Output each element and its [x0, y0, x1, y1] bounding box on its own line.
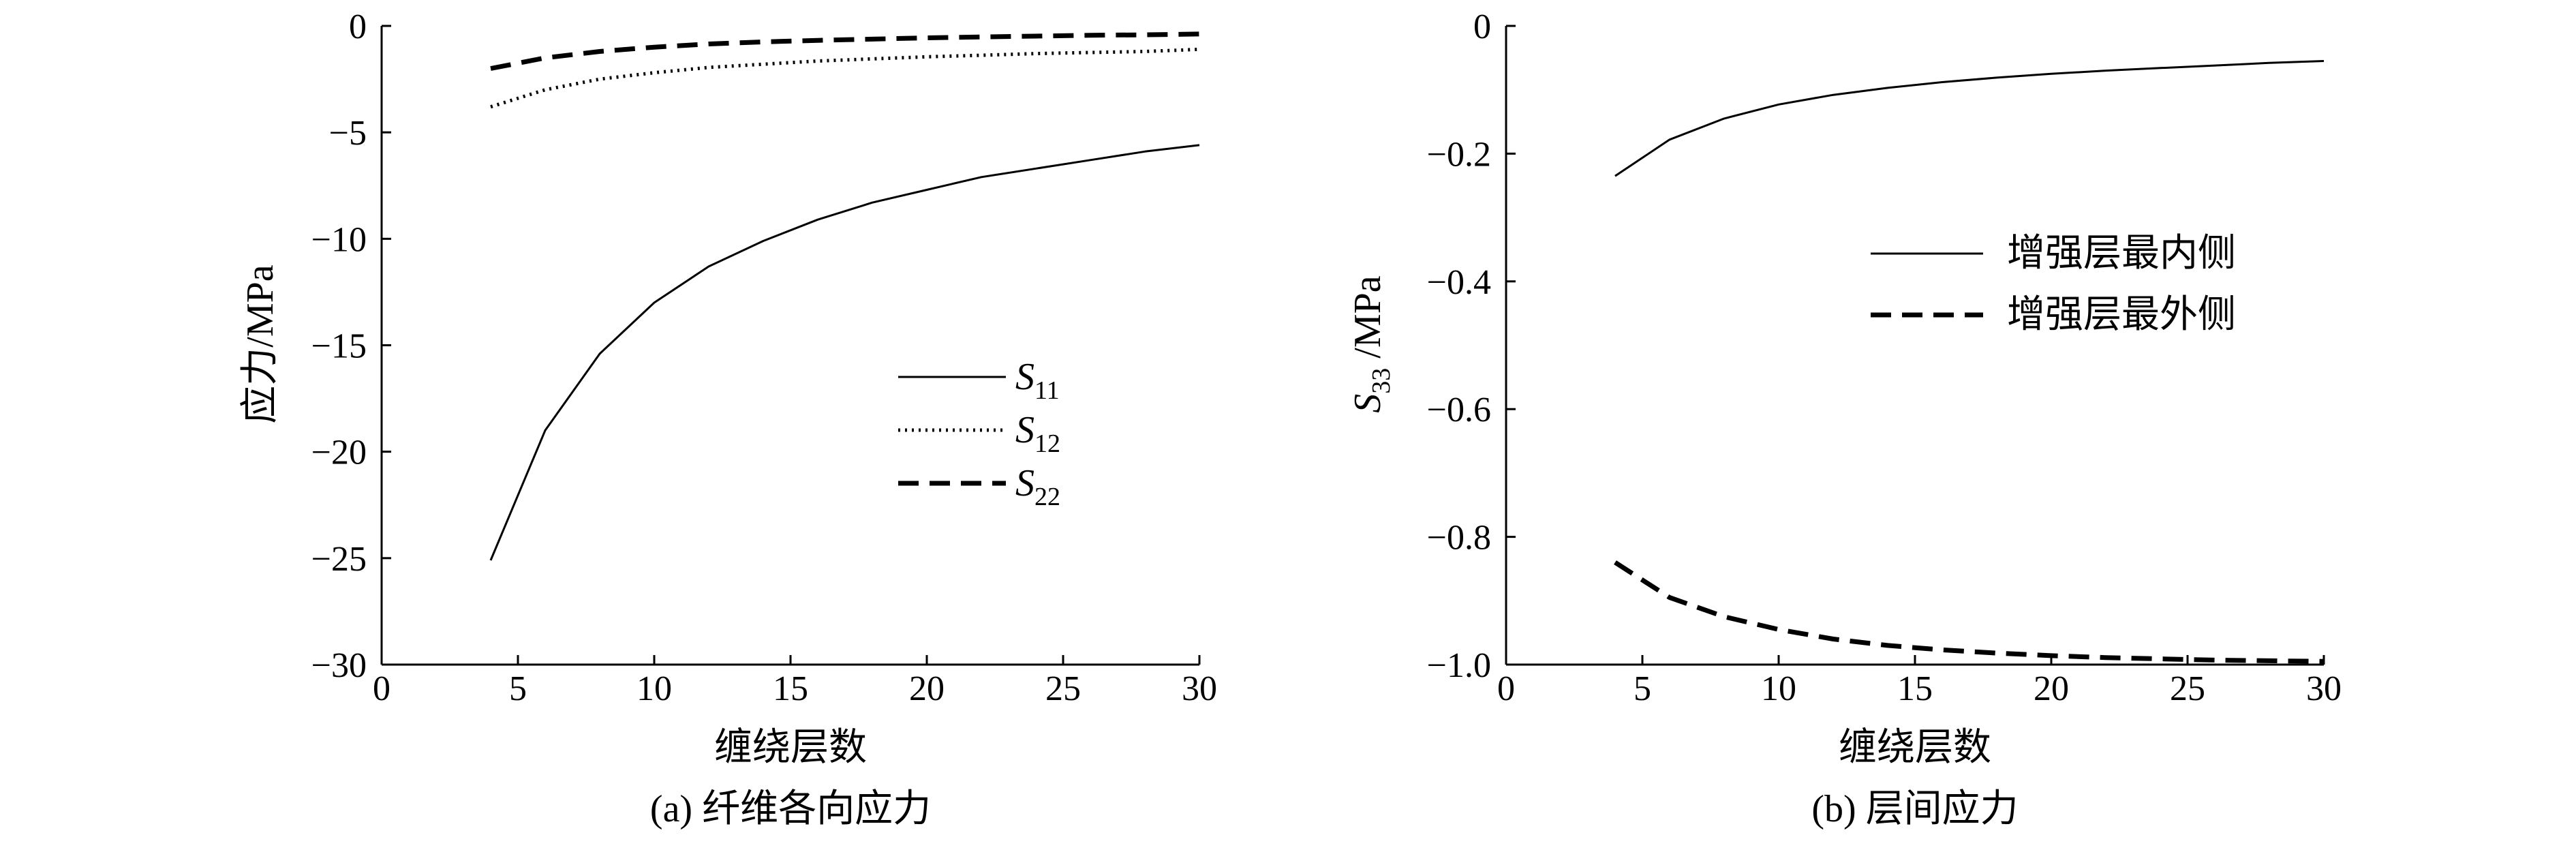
panel-b-interlayer-chart: 0 5 10 15 20 25 30 0 −0.2 −0.4 −0.6 −0.8 −1.0 缠绕层数 S33… — [1347, 7, 2342, 830]
series-line-0 — [489, 144, 1200, 561]
y-axis-title-symbol: S — [1347, 394, 1389, 413]
y-axis-title: S33 /MPa — [1347, 275, 1396, 412]
y-tick-label: −25 — [311, 540, 367, 579]
figure-caption: (a) 纤维各向应力 — [650, 788, 931, 830]
x-axis-title: 缠绕层数 — [1839, 727, 1991, 769]
series-line-1 — [1614, 560, 2325, 664]
y-tick-label: −15 — [311, 327, 367, 366]
y-tick-label: −0.6 — [1427, 391, 1491, 429]
y-tick-label: 0 — [1473, 7, 1491, 46]
x-tick-label: 15 — [773, 669, 808, 708]
legend-symbol: S — [1015, 409, 1034, 451]
x-tick-label: 25 — [2170, 669, 2205, 708]
x-tick-label: 5 — [1634, 669, 1651, 708]
y-tick-label: −0.4 — [1427, 263, 1491, 302]
y-axis-title-unit: /MPa — [1347, 275, 1389, 367]
legend-label-1: 增强层最外侧 — [2007, 294, 2236, 336]
y-tick-label: −30 — [311, 646, 367, 685]
panel-a-stress-chart: 0 5 10 15 20 25 30 0 −5 −10 −15 −20 −25 −30 缠绕层数 应力/MPa… — [239, 7, 1217, 830]
legend-label-1: S12 — [1015, 409, 1060, 458]
x-tick-label: 25 — [1045, 669, 1081, 708]
y-tick-label: 0 — [349, 7, 367, 46]
legend-label-2: S22 — [1015, 462, 1060, 511]
y-tick-label: −0.8 — [1427, 519, 1491, 558]
x-tick-label: 10 — [1761, 669, 1796, 708]
legend-subscript: 11 — [1034, 376, 1060, 405]
y-tick-label: −10 — [311, 220, 367, 259]
legend-label-0: S11 — [1015, 356, 1060, 405]
series-line-1 — [490, 47, 1200, 109]
x-tick-label: 30 — [2306, 669, 2342, 708]
series-line-2 — [490, 31, 1200, 71]
x-tick-label: 5 — [509, 669, 527, 708]
legend-symbol: S — [1015, 356, 1034, 398]
series-line-0 — [1614, 60, 2325, 177]
x-tick-label: 20 — [909, 669, 945, 708]
legend-subscript: 12 — [1034, 429, 1060, 458]
y-tick-label: −20 — [311, 434, 367, 472]
y-tick-label: −0.2 — [1427, 135, 1491, 174]
y-tick-label: −1.0 — [1427, 646, 1491, 685]
x-tick-label: 20 — [2034, 669, 2069, 708]
x-tick-label: 30 — [1182, 669, 1217, 708]
y-tick-label: −5 — [329, 114, 367, 153]
legend-symbol: S — [1015, 462, 1034, 504]
x-axis-title: 缠绕层数 — [714, 727, 867, 769]
y-axis-title-subscript: 33 — [1367, 368, 1396, 394]
legend-subscript: 22 — [1034, 483, 1060, 511]
x-tick-label: 15 — [1897, 669, 1933, 708]
y-axis-title: 应力/MPa — [239, 264, 281, 423]
x-tick-label: 0 — [1497, 669, 1515, 708]
figure-caption: (b) 层间应力 — [1811, 788, 2018, 830]
x-tick-label: 0 — [373, 669, 390, 708]
x-tick-label: 10 — [637, 669, 672, 708]
legend-label-0: 增强层最内侧 — [2007, 232, 2236, 275]
